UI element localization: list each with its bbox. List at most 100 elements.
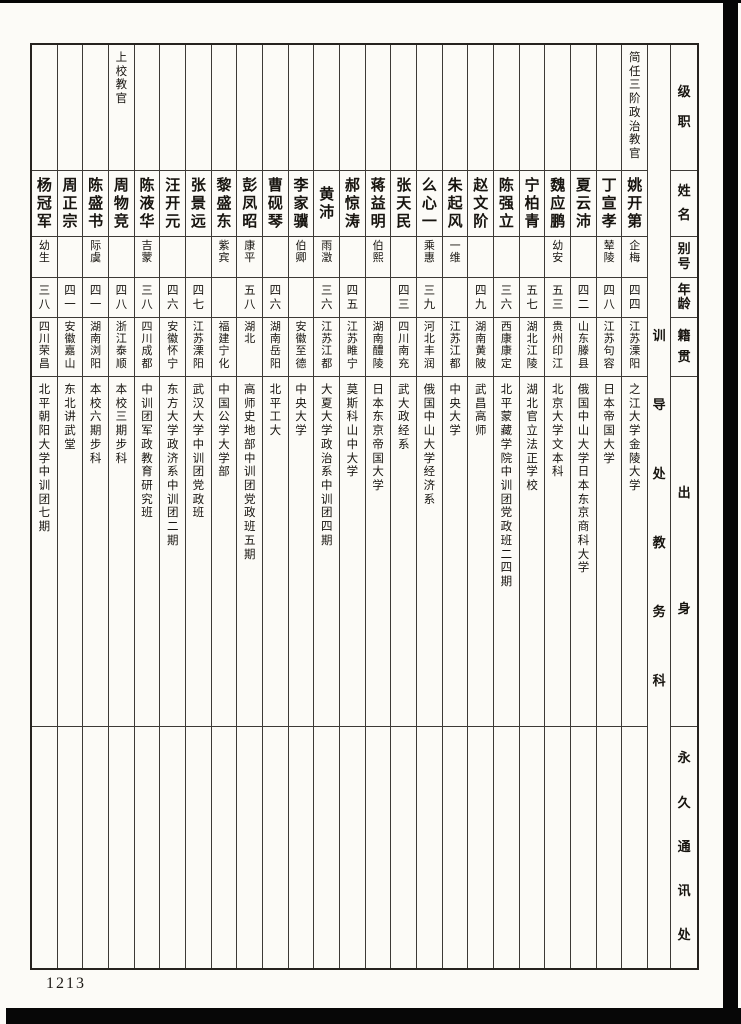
person-rank-cell xyxy=(391,45,417,171)
person-native-place-cell: 安徽至德 xyxy=(288,318,314,377)
person-background-cell: 北京大学文本科 xyxy=(545,377,571,727)
person-rank-cell xyxy=(468,45,494,171)
row-label-0: 级职 xyxy=(671,45,698,171)
person-name-cell: 张天民 xyxy=(391,171,417,237)
person-age-cell: 四九 xyxy=(468,278,494,318)
person-rank-cell xyxy=(340,45,365,171)
person-age-cell: 五七 xyxy=(519,278,545,318)
person-address-cell xyxy=(186,727,211,968)
person-rank-cell xyxy=(314,45,340,171)
person-background-cell: 俄国中山大学经济系 xyxy=(417,377,442,727)
person-alias-cell xyxy=(468,237,494,278)
person-background-cell: 大夏大学政治系中训团四期 xyxy=(314,377,340,727)
person-background-cell: 东北讲武堂 xyxy=(57,377,83,727)
person-column: 彭凤昭康平五八湖北高师史地部中训团党政班五期 xyxy=(236,45,263,968)
person-native-place-cell: 安徽嘉山 xyxy=(57,318,83,377)
scan-edge-bottom xyxy=(6,1008,741,1024)
scan-edge-right xyxy=(723,0,738,1024)
person-age-cell: 三八 xyxy=(32,278,57,318)
person-address-cell xyxy=(597,727,622,968)
person-background-cell: 东方大学政济系中训团二期 xyxy=(160,377,186,727)
person-rank-cell xyxy=(263,45,288,171)
person-address-cell xyxy=(237,727,262,968)
person-native-place-cell: 浙江泰顺 xyxy=(109,318,134,377)
person-address-cell xyxy=(443,727,468,968)
person-native-place-cell: 湖南岳阳 xyxy=(263,318,288,377)
person-alias-cell xyxy=(263,237,288,278)
person-address-cell xyxy=(622,727,647,968)
person-age-cell: 四一 xyxy=(83,278,109,318)
person-column: 张景远四七江苏溧阳武汉大学中训团党政班 xyxy=(185,45,211,968)
person-alias-cell: 康平 xyxy=(237,237,263,278)
person-rank-cell xyxy=(134,45,160,171)
person-rank-cell xyxy=(57,45,83,171)
person-address-cell xyxy=(417,727,442,968)
person-alias-cell: 际虞 xyxy=(83,237,109,278)
person-alias-cell xyxy=(160,237,186,278)
person-column: 宁柏青五七湖北江陵湖北官立法正学校 xyxy=(518,45,545,968)
person-alias-cell: 雨澂 xyxy=(314,237,340,278)
person-background-cell: 北平蒙藏学院中训团党政班二四期 xyxy=(494,377,519,727)
person-native-place-cell: 江苏句容 xyxy=(596,318,622,377)
person-address-cell xyxy=(571,727,596,968)
scan-edge-top xyxy=(0,0,741,3)
section-title: 训导处教务科 xyxy=(652,328,666,689)
person-address-cell xyxy=(520,727,545,968)
person-name-cell: 黄沛 xyxy=(314,171,340,237)
person-name-cell: 夏云沛 xyxy=(571,171,596,237)
person-age-cell: 四五 xyxy=(340,278,365,318)
person-name-cell: 杨冠军 xyxy=(32,171,57,237)
person-column: 陈强立三六西康康定北平蒙藏学院中训团党政班二四期 xyxy=(493,45,519,968)
person-column: 李家骥伯卿安徽至德中央大学 xyxy=(287,45,314,968)
person-address-cell xyxy=(135,727,160,968)
person-background-cell: 武昌高师 xyxy=(468,377,494,727)
person-age-cell: 三九 xyxy=(417,278,442,318)
person-native-place-cell: 西康康定 xyxy=(494,318,519,377)
person-alias-cell: 幼生 xyxy=(32,237,57,278)
person-native-place-cell: 四川成都 xyxy=(134,318,160,377)
person-age-cell: 四二 xyxy=(571,278,596,318)
person-column: 汪开元四六安徽怀宁东方大学政济系中训团二期 xyxy=(159,45,186,968)
person-alias-cell xyxy=(186,237,211,278)
person-native-place-cell: 贵州印江 xyxy=(545,318,571,377)
person-name-cell: 黎盛东 xyxy=(211,171,237,237)
person-age-cell: 四四 xyxy=(622,278,648,318)
person-name-cell: 陈盛书 xyxy=(83,171,109,237)
person-address-cell xyxy=(391,727,416,968)
person-age-cell: 四三 xyxy=(391,278,417,318)
person-column: 郝惊涛四五江苏睢宁莫斯科山中大学 xyxy=(339,45,365,968)
person-background-cell: 本校六期步科 xyxy=(83,377,109,727)
person-background-cell: 中国公学大学部 xyxy=(211,377,237,727)
person-alias-cell xyxy=(340,237,365,278)
person-name-cell: 李家骥 xyxy=(288,171,314,237)
person-address-cell xyxy=(83,727,108,968)
person-native-place-cell: 江苏溧阳 xyxy=(186,318,211,377)
person-address-cell xyxy=(494,727,519,968)
person-background-cell: 北平朝阳大学中训团七期 xyxy=(32,377,57,727)
person-native-place-cell: 四川荣昌 xyxy=(32,318,57,377)
person-alias-cell: 一维 xyxy=(442,237,468,278)
person-native-place-cell: 江苏江都 xyxy=(442,318,468,377)
person-age-cell: 三六 xyxy=(494,278,519,318)
person-background-cell: 日本东京帝国大学 xyxy=(365,377,391,727)
person-age-cell: 三八 xyxy=(134,278,160,318)
person-native-place-cell: 安徽怀宁 xyxy=(160,318,186,377)
person-column: 杨冠军幼生三八四川荣昌北平朝阳大学中训团七期 xyxy=(32,45,57,968)
person-age-cell: 四六 xyxy=(263,278,288,318)
person-address-cell xyxy=(366,727,391,968)
person-address-cell xyxy=(545,727,570,968)
person-background-cell: 武汉大学中训团党政班 xyxy=(186,377,211,727)
person-background-cell: 日本帝国大学 xyxy=(596,377,622,727)
person-name-cell: 张景远 xyxy=(186,171,211,237)
person-alias-cell: 辇陵 xyxy=(596,237,622,278)
person-age-cell xyxy=(442,278,468,318)
person-rank-cell xyxy=(160,45,186,171)
person-native-place-cell: 江苏睢宁 xyxy=(340,318,365,377)
person-native-place-cell: 湖南黄陂 xyxy=(468,318,494,377)
person-rank-cell xyxy=(442,45,468,171)
person-age-cell xyxy=(211,278,237,318)
person-rank-cell xyxy=(32,45,57,171)
person-name-cell: 汪开元 xyxy=(160,171,186,237)
person-address-cell xyxy=(289,727,314,968)
